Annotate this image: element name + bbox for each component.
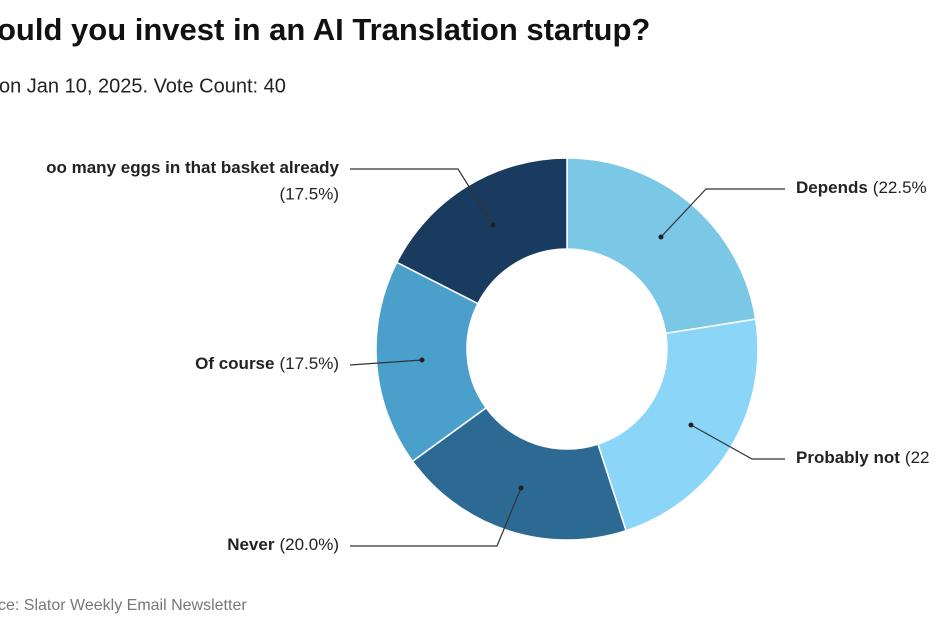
donut-segment xyxy=(411,406,627,541)
slice-label: Probably not (22 xyxy=(796,448,929,467)
slice-label: oo many eggs in that basket already xyxy=(46,158,339,177)
value-label: (22.5% xyxy=(873,178,927,197)
value-label: (22 xyxy=(905,448,930,467)
slice-label: Never (20.0%) xyxy=(227,535,339,554)
donut-segment xyxy=(375,261,488,463)
category-name: oo many eggs in that basket already xyxy=(46,158,339,177)
leader-dot xyxy=(490,222,496,228)
donut-segment xyxy=(566,157,757,335)
source-note: ce: Slator Weekly Email Newsletter xyxy=(0,597,247,614)
leader-line xyxy=(690,424,785,460)
leader-dot xyxy=(688,422,694,428)
leader-dot xyxy=(419,357,425,363)
leader-line xyxy=(660,188,785,238)
leader-line xyxy=(350,168,494,226)
chart-title: ould you invest in an AI Translation sta… xyxy=(0,12,650,47)
category-name: Probably not xyxy=(796,448,900,467)
value-label: (20.0%) xyxy=(279,535,339,554)
leader-line xyxy=(350,487,522,547)
chart-subtitle: on Jan 10, 2025. Vote Count: 40 xyxy=(0,75,286,97)
donut-segment xyxy=(596,318,759,532)
value-label: (17.5%) xyxy=(279,354,339,373)
category-name: Depends xyxy=(796,178,868,197)
leader-line xyxy=(349,359,423,366)
leader-dot xyxy=(658,234,664,240)
category-name: Of course xyxy=(195,354,274,373)
leader-dot xyxy=(518,485,524,491)
slice-label: Of course (17.5%) xyxy=(195,354,339,373)
value-label: (17.5%) xyxy=(279,184,339,203)
category-name: Never xyxy=(227,535,275,554)
slice-label: Depends (22.5% xyxy=(796,178,927,197)
donut-segment xyxy=(395,157,568,305)
